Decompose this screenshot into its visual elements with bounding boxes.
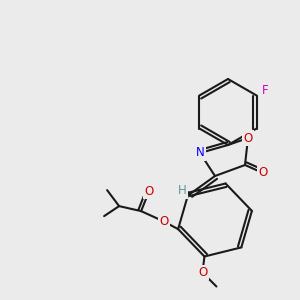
- Text: O: O: [258, 167, 268, 179]
- Text: O: O: [145, 184, 154, 198]
- Text: F: F: [262, 84, 268, 97]
- Text: N: N: [196, 146, 204, 160]
- Text: O: O: [243, 131, 253, 145]
- Text: H: H: [178, 184, 186, 197]
- Text: O: O: [199, 266, 208, 279]
- Text: O: O: [160, 214, 169, 228]
